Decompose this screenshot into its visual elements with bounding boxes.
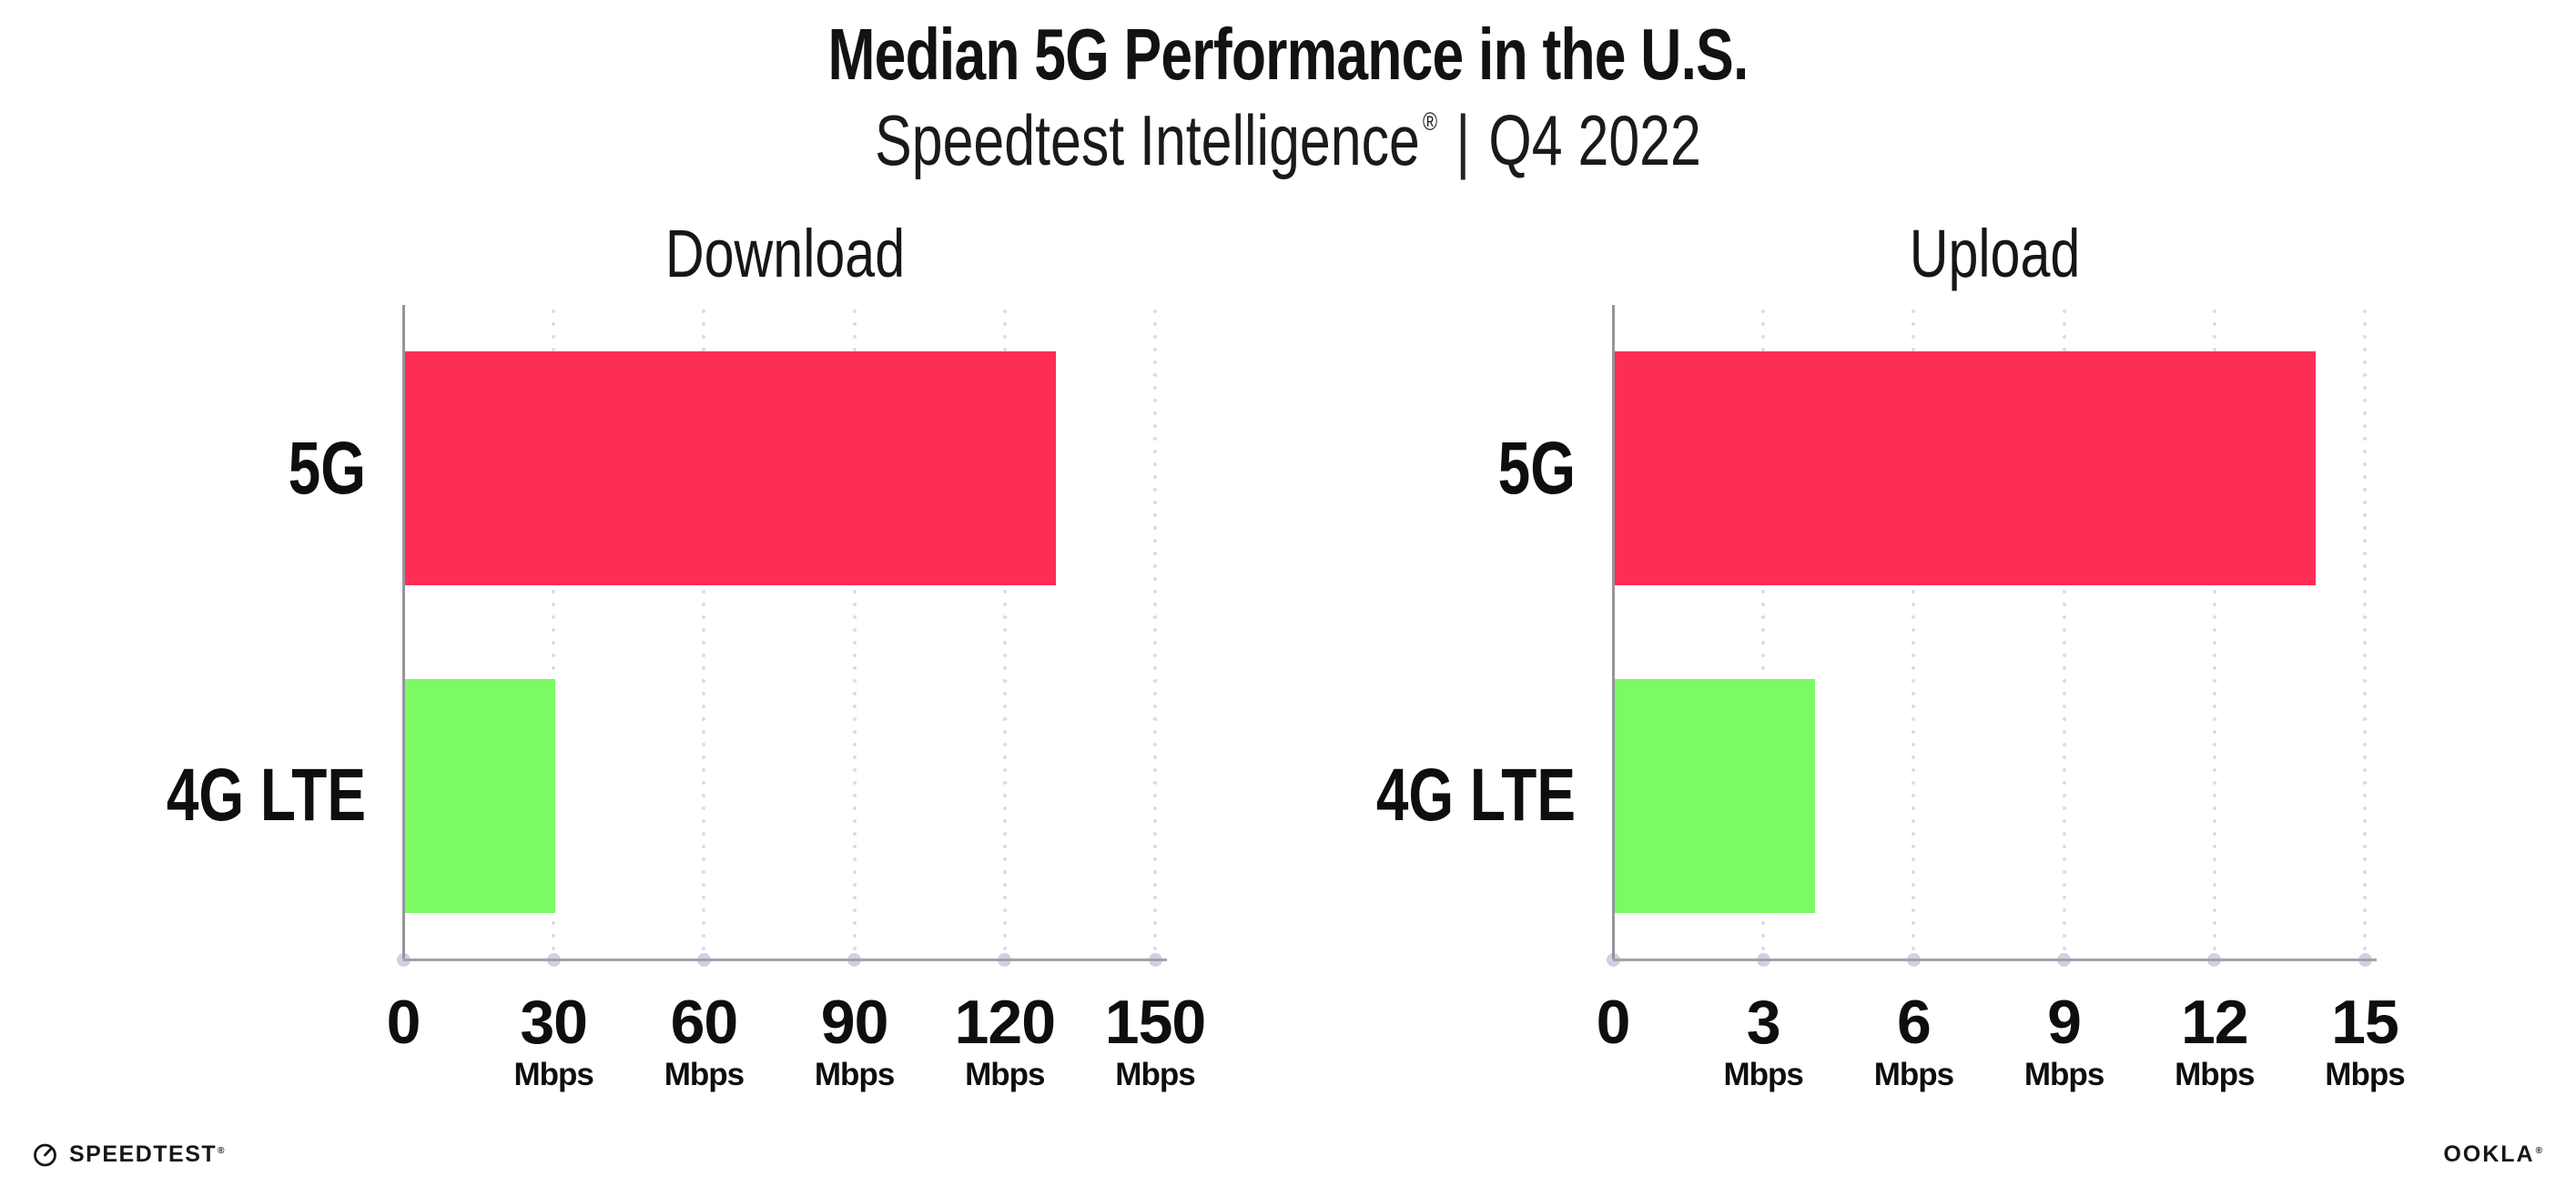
- x-tick-value: 0: [386, 988, 421, 1057]
- x-tick-unit: Mbps: [1115, 1057, 1195, 1092]
- x-tick-value: 90: [820, 988, 889, 1057]
- y-axis-line: [1611, 305, 1615, 959]
- bar-4g-lte: [404, 678, 555, 913]
- ookla-logo: OOKLA®: [2443, 1141, 2544, 1168]
- subtitle-period: Q4 2022: [1488, 100, 1701, 180]
- download-plot-area: 5G 4G LTE 0 30 Mbps 60 Mbps 90 Mbps 120 Mbps 150 Mbp…: [167, 305, 1206, 1092]
- category-label-4g-lte: 4G LTE: [166, 754, 366, 837]
- bar-4g-lte: [1614, 678, 1815, 913]
- page-subtitle: Speedtest Intelligence ® | Q4 2022: [283, 96, 2292, 200]
- x-tick-label: 30 Mbps: [513, 990, 593, 1092]
- x-tick-label: 150 Mbps: [1104, 988, 1206, 1092]
- x-tick-label: 9 Mbps: [2024, 990, 2104, 1092]
- y-axis-line: [401, 305, 405, 959]
- x-tick-label: 90 Mbps: [814, 988, 895, 1092]
- x-tick-value: 15: [2331, 988, 2399, 1057]
- gauge-icon: [34, 1143, 56, 1166]
- footer: SPEEDTEST® OOKLA®: [33, 1131, 2544, 1178]
- gridline: [2062, 305, 2066, 959]
- speedtest-logo: SPEEDTEST®: [33, 1141, 226, 1168]
- gridline: [1761, 305, 1766, 959]
- page-title: Median 5G Performance in the U.S.: [827, 14, 1749, 95]
- speedtest-wordmark: SPEEDTEST®: [69, 1141, 227, 1167]
- x-tick-value: 120: [954, 988, 1056, 1057]
- x-tick-label: 0: [1596, 988, 1631, 1057]
- x-tick-label: 60 Mbps: [664, 988, 745, 1092]
- upload-plot-area: 5G 4G LTE 0 3 Mbps 6 Mbps 9 Mbps 12 Mbps 15 Mbps: [1376, 305, 2406, 1092]
- x-tick-unit: Mbps: [513, 1057, 593, 1092]
- category-label-5g: 5G: [1497, 426, 1576, 510]
- x-tick-value: 9: [2047, 988, 2082, 1057]
- gridline: [1912, 305, 1916, 959]
- subtitle-brand: Speedtest Intelligence: [875, 100, 1420, 180]
- x-tick-label: 6 Mbps: [1873, 988, 1954, 1092]
- x-tick-value: 12: [2180, 988, 2249, 1057]
- x-tick-label: 15 Mbps: [2325, 988, 2405, 1092]
- x-tick-value: 150: [1104, 988, 1206, 1057]
- gridline: [852, 305, 857, 959]
- x-tick-unit: Mbps: [2175, 1057, 2255, 1092]
- x-tick-value: 30: [520, 988, 588, 1057]
- category-label-5g: 5G: [288, 426, 366, 510]
- gridline: [702, 305, 706, 959]
- x-tick-unit: Mbps: [1723, 1057, 1803, 1092]
- x-tick-value: 3: [1746, 988, 1781, 1057]
- x-axis-line: [403, 958, 1167, 961]
- gridline: [2363, 305, 2367, 959]
- bar-5g: [404, 351, 1057, 586]
- upload-chart-title: Upload: [1909, 216, 2081, 291]
- x-tick-value: 6: [1896, 988, 1932, 1057]
- gridline: [552, 305, 556, 959]
- x-tick-unit: Mbps: [1873, 1057, 1954, 1092]
- x-tick-value: 60: [670, 988, 739, 1057]
- ookla-registered-mark: ®: [2535, 1145, 2544, 1156]
- registered-mark: ®: [1422, 107, 1438, 136]
- x-tick-unit: Mbps: [664, 1057, 745, 1092]
- category-label-4g-lte: 4G LTE: [1375, 754, 1576, 837]
- download-chart-title: Download: [664, 216, 906, 291]
- x-tick-unit: Mbps: [814, 1057, 895, 1092]
- x-tick-unit: Mbps: [2325, 1057, 2405, 1092]
- gridline: [1002, 305, 1007, 959]
- speedtest-registered-mark: ®: [218, 1145, 227, 1156]
- x-tick-unit: Mbps: [2023, 1057, 2104, 1092]
- bar-5g: [1614, 351, 2317, 586]
- x-tick-label: 12 Mbps: [2175, 988, 2255, 1092]
- x-axis-line: [1613, 958, 2377, 961]
- x-tick-label: 0: [387, 990, 421, 1054]
- ookla-wordmark: OOKLA: [2443, 1141, 2535, 1167]
- subtitle-separator: |: [1455, 100, 1471, 180]
- x-tick-unit: Mbps: [965, 1057, 1045, 1092]
- gridline: [1153, 305, 1157, 959]
- gridline: [2212, 305, 2216, 959]
- x-tick-label: 3 Mbps: [1723, 988, 1803, 1092]
- x-tick-value: 0: [1596, 988, 1631, 1057]
- x-tick-label: 120 Mbps: [954, 988, 1056, 1092]
